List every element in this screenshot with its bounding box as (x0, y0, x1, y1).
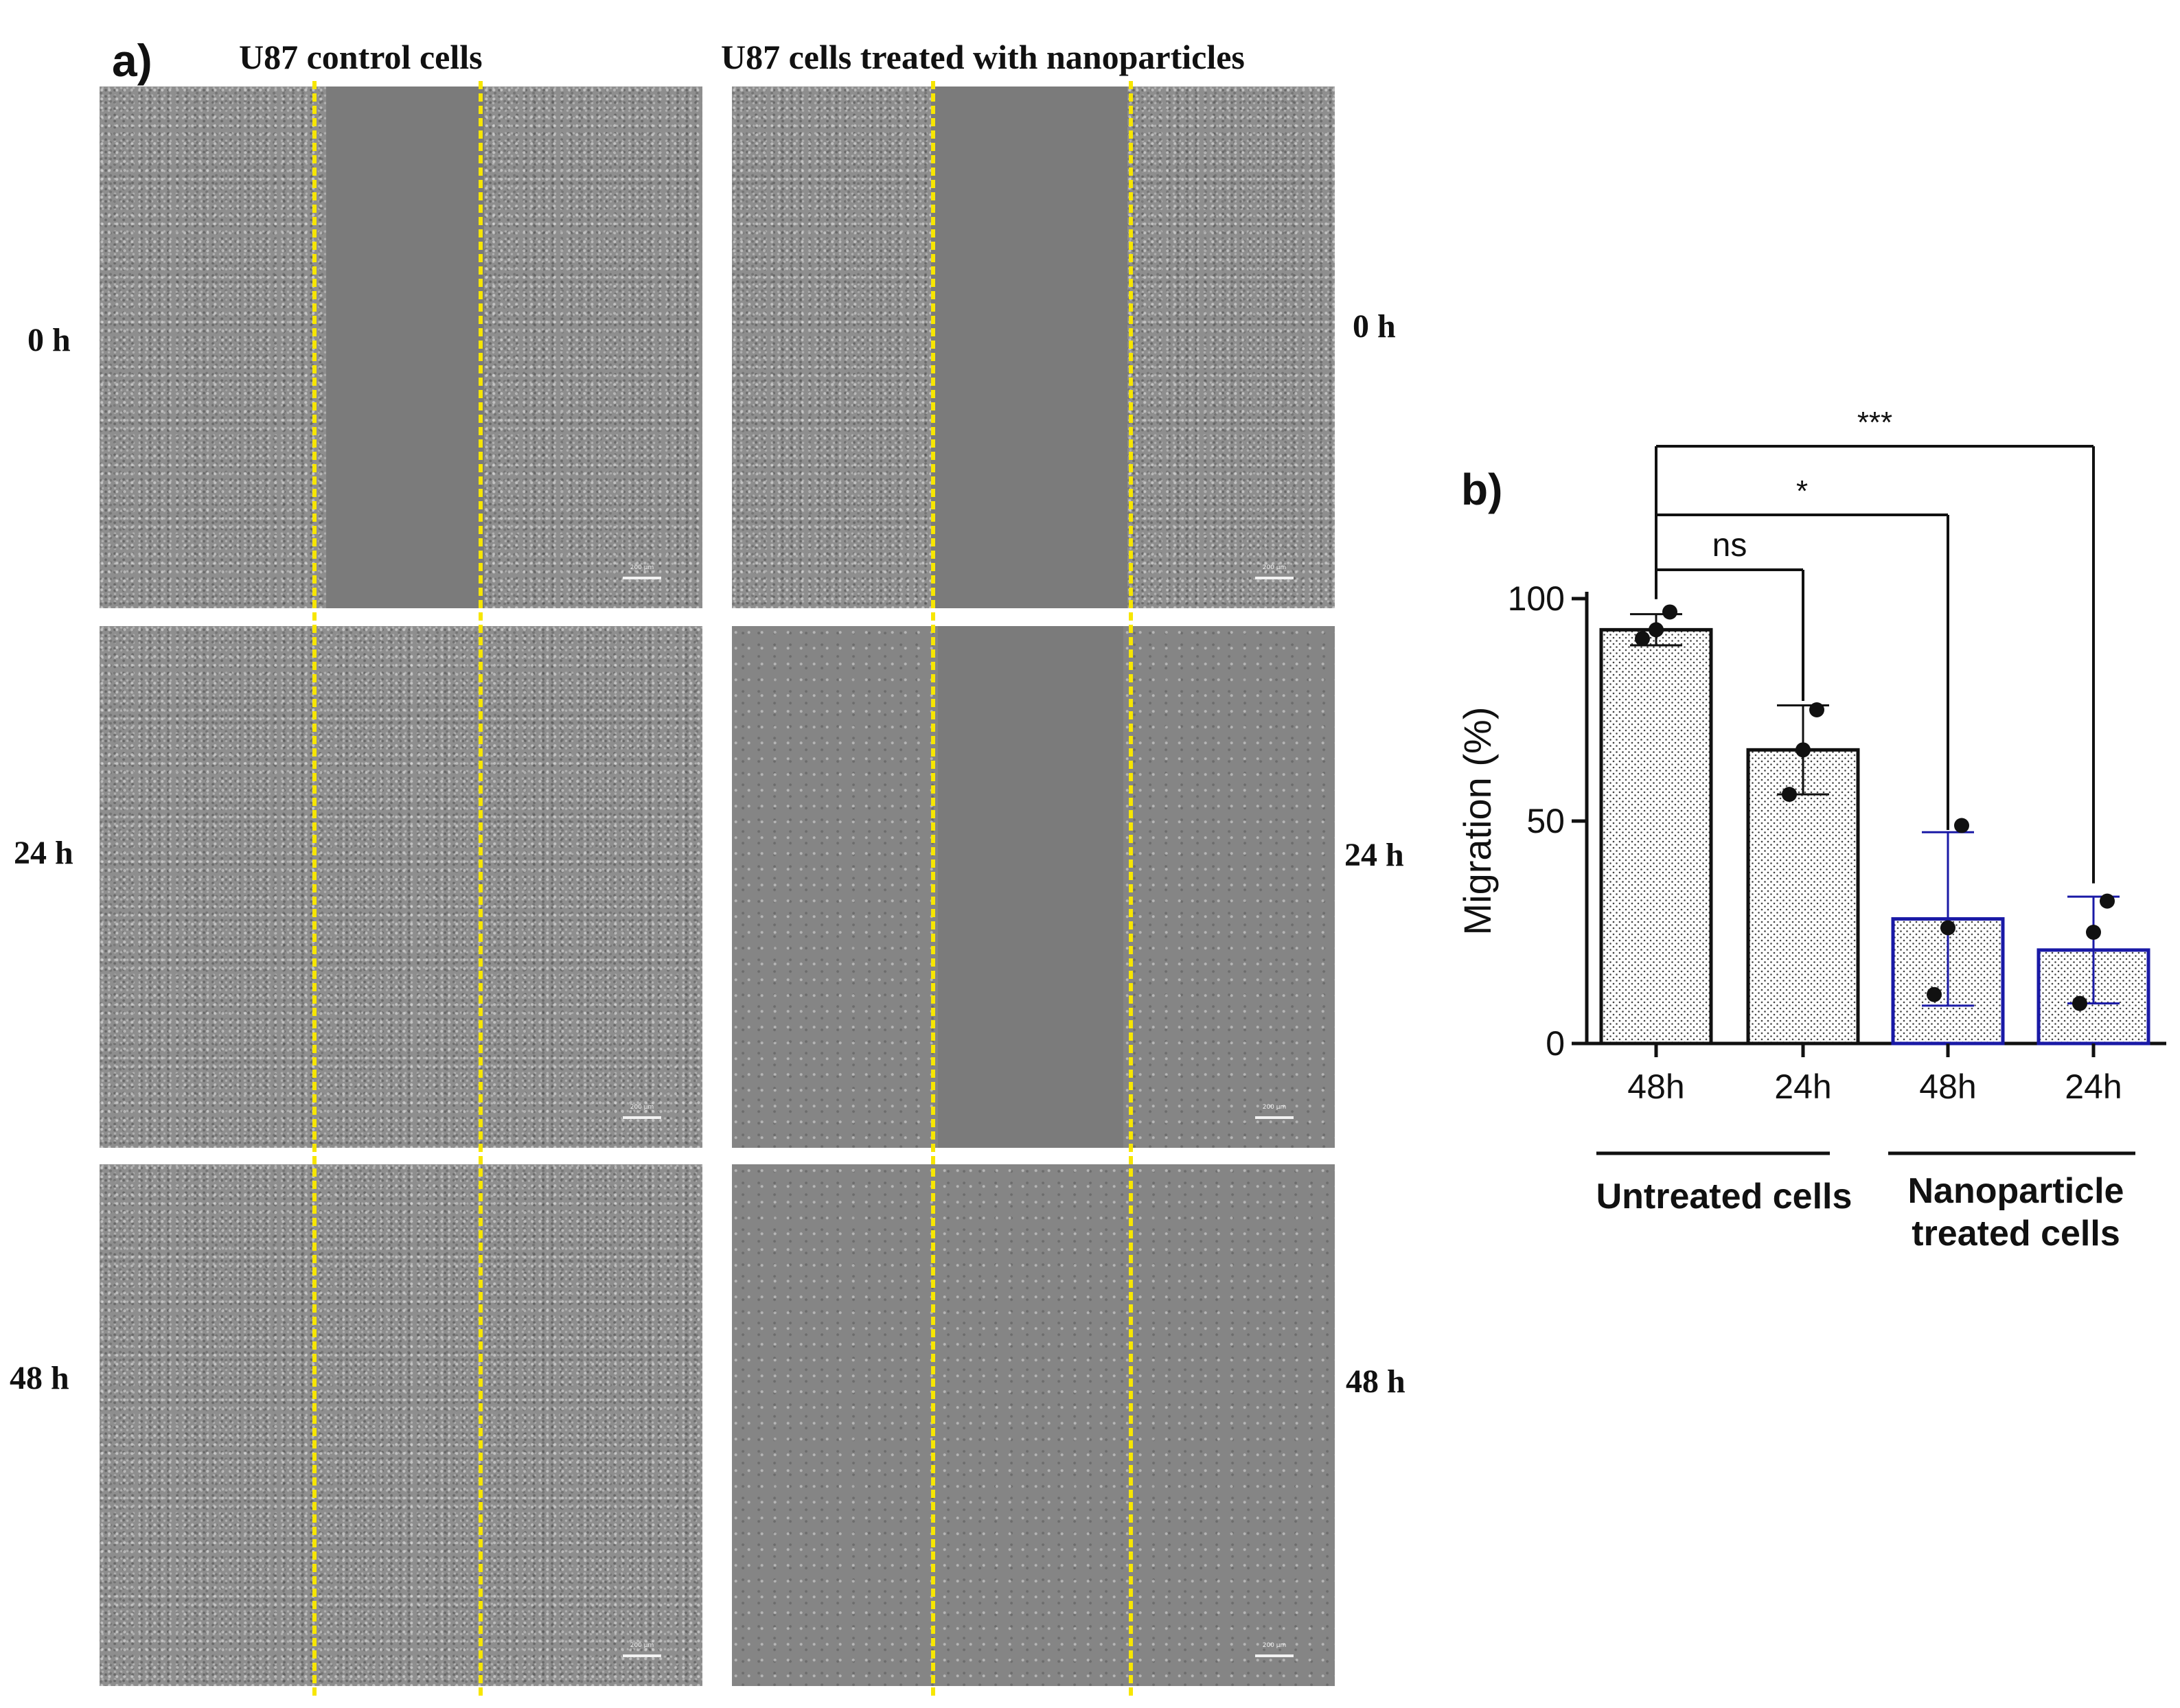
wound-edge-line-control-left (312, 81, 317, 1696)
data-point (2086, 925, 2101, 940)
panel-a-letter: a) (112, 35, 152, 86)
micrograph-control-0h: 200 µm (100, 86, 702, 608)
micrograph-treated-48h: 200 µm (732, 1164, 1335, 1686)
micrograph-control-24h: 200 µm (100, 626, 702, 1148)
data-point (1782, 787, 1797, 803)
scale-bar: 200 µm (1255, 1104, 1294, 1122)
x-tick-label: 48h (1919, 1068, 1976, 1106)
x-tick-label: 24h (2065, 1068, 2122, 1106)
group-label-nanoparticle-line2: treated cells (1912, 1214, 2120, 1254)
micrograph-control-48h: 200 µm (100, 1164, 702, 1686)
significance-label: *** (1857, 406, 1892, 439)
group-label-nanoparticle-line1: Nanoparticle (1908, 1171, 2124, 1211)
wound-edge-line-treated-right (1129, 81, 1133, 1696)
y-tick-label: 50 (1526, 802, 1565, 840)
row-label-24h-right: 24 h (1344, 837, 1404, 873)
column-title-treated: U87 cells treated with nanoparticles (721, 38, 1245, 76)
data-point (2100, 893, 2115, 909)
group-label-untreated: Untreated cells (1596, 1177, 1852, 1216)
micrograph-treated-0h: 200 µm (732, 86, 1335, 608)
data-point (1662, 604, 1677, 620)
scale-bar: 200 µm (623, 1642, 661, 1660)
data-point (1809, 702, 1824, 717)
scale-bar: 200 µm (623, 1104, 661, 1122)
data-point (1635, 631, 1650, 647)
significance-label: ns (1712, 527, 1747, 564)
row-label-0h-right: 0 h (1353, 308, 1396, 345)
data-point (1649, 622, 1664, 638)
y-tick-label: 0 (1546, 1024, 1565, 1063)
row-label-48h-right: 48 h (1346, 1363, 1405, 1400)
wound-edge-line-treated-left (931, 81, 935, 1696)
scale-bar: 200 µm (1255, 1642, 1294, 1660)
x-tick-label: 24h (1774, 1068, 1831, 1106)
bar (1599, 627, 1713, 1046)
panel-b-letter: b) (1461, 465, 1503, 514)
y-axis-label: Migration (%) (1456, 707, 1499, 936)
significance-label: * (1796, 474, 1808, 508)
data-point (1927, 986, 1942, 1002)
row-label-0h-left: 0 h (27, 322, 71, 358)
y-tick-label: 100 (1508, 579, 1565, 618)
data-point (2072, 995, 2087, 1011)
x-tick-label: 48h (1627, 1068, 1684, 1106)
column-title-control: U87 control cells (239, 38, 483, 76)
bar (1746, 748, 1860, 1046)
wound-edge-line-control-right (479, 81, 483, 1696)
scale-bar: 200 µm (1255, 564, 1294, 582)
row-label-24h-left: 24 h (14, 835, 73, 871)
row-label-48h-left: 48 h (10, 1360, 69, 1396)
micrograph-treated-24h: 200 µm (732, 626, 1335, 1148)
data-point (1954, 818, 1969, 833)
data-point (1795, 742, 1811, 758)
scale-bar: 200 µm (623, 564, 661, 582)
data-point (1940, 920, 1955, 936)
